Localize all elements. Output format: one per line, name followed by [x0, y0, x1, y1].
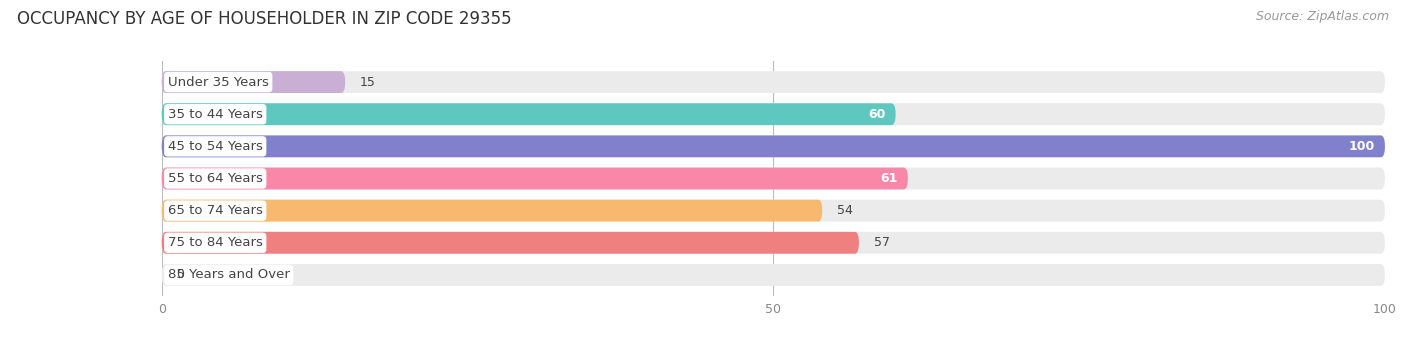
Text: Source: ZipAtlas.com: Source: ZipAtlas.com — [1256, 10, 1389, 23]
FancyBboxPatch shape — [162, 135, 1385, 157]
Text: OCCUPANCY BY AGE OF HOUSEHOLDER IN ZIP CODE 29355: OCCUPANCY BY AGE OF HOUSEHOLDER IN ZIP C… — [17, 10, 512, 28]
Text: 61: 61 — [880, 172, 898, 185]
FancyBboxPatch shape — [162, 232, 859, 254]
FancyBboxPatch shape — [162, 232, 1385, 254]
Text: 100: 100 — [1348, 140, 1375, 153]
FancyBboxPatch shape — [162, 200, 1385, 222]
FancyBboxPatch shape — [162, 168, 1385, 189]
Text: 65 to 74 Years: 65 to 74 Years — [167, 204, 263, 217]
FancyBboxPatch shape — [162, 264, 1385, 286]
FancyBboxPatch shape — [162, 71, 346, 93]
FancyBboxPatch shape — [162, 135, 1385, 157]
Text: 45 to 54 Years: 45 to 54 Years — [167, 140, 263, 153]
Text: 0: 0 — [176, 268, 184, 282]
Text: 85 Years and Over: 85 Years and Over — [167, 268, 290, 282]
FancyBboxPatch shape — [162, 103, 1385, 125]
FancyBboxPatch shape — [162, 168, 908, 189]
FancyBboxPatch shape — [162, 103, 896, 125]
Text: Under 35 Years: Under 35 Years — [167, 75, 269, 89]
Text: 15: 15 — [360, 75, 375, 89]
Text: 60: 60 — [869, 108, 886, 121]
FancyBboxPatch shape — [162, 200, 823, 222]
Text: 35 to 44 Years: 35 to 44 Years — [167, 108, 263, 121]
Text: 75 to 84 Years: 75 to 84 Years — [167, 236, 263, 249]
Text: 55 to 64 Years: 55 to 64 Years — [167, 172, 263, 185]
Text: 54: 54 — [837, 204, 853, 217]
FancyBboxPatch shape — [162, 71, 1385, 93]
Text: 57: 57 — [873, 236, 890, 249]
